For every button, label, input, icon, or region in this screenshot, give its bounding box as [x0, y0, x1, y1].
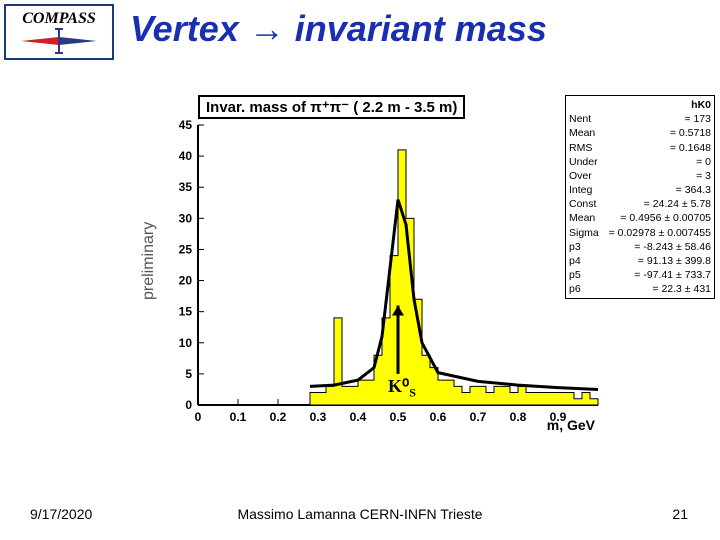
footer-page: 21: [672, 506, 688, 522]
svg-text:0.8: 0.8: [510, 410, 527, 424]
svg-text:0: 0: [195, 410, 202, 424]
chart-title: Invar. mass of π⁺π⁻ ( 2.2 m - 3.5 m): [198, 95, 465, 119]
svg-text:10: 10: [179, 336, 193, 350]
svg-text:15: 15: [179, 305, 193, 319]
svg-text:0.6: 0.6: [430, 410, 447, 424]
svg-text:5: 5: [185, 367, 192, 381]
svg-text:20: 20: [179, 274, 193, 288]
compass-logo: COMPASS: [4, 4, 114, 60]
compass-logo-text: COMPASS: [22, 10, 96, 28]
svg-text:40: 40: [179, 149, 193, 163]
svg-text:0.3: 0.3: [310, 410, 327, 424]
invariant-mass-chart: Invar. mass of π⁺π⁻ ( 2.2 m - 3.5 m) 0 5 1…: [160, 95, 715, 435]
svg-text:0.1: 0.1: [230, 410, 247, 424]
svg-text:0.5: 0.5: [390, 410, 407, 424]
svg-text:0.2: 0.2: [270, 410, 287, 424]
compass-needle-icon: [19, 28, 99, 54]
svg-text:0.7: 0.7: [470, 410, 487, 424]
slide-title: Vertex → invariant mass: [130, 8, 547, 50]
svg-text:35: 35: [179, 180, 193, 194]
stats-box: hK0Nent= 173Mean= 0.5718RMS= 0.1648Under…: [565, 95, 715, 299]
svg-text:0.4: 0.4: [350, 410, 367, 424]
x-axis-label: m, GeV: [547, 417, 595, 433]
svg-text:30: 30: [179, 211, 193, 225]
svg-text:25: 25: [179, 242, 193, 256]
footer-author: Massimo Lamanna CERN-INFN Trieste: [0, 506, 720, 522]
peak-label: K⁰S: [388, 376, 416, 401]
svg-text:45: 45: [179, 118, 193, 132]
preliminary-label: preliminary: [140, 222, 158, 300]
svg-text:0: 0: [185, 398, 192, 412]
